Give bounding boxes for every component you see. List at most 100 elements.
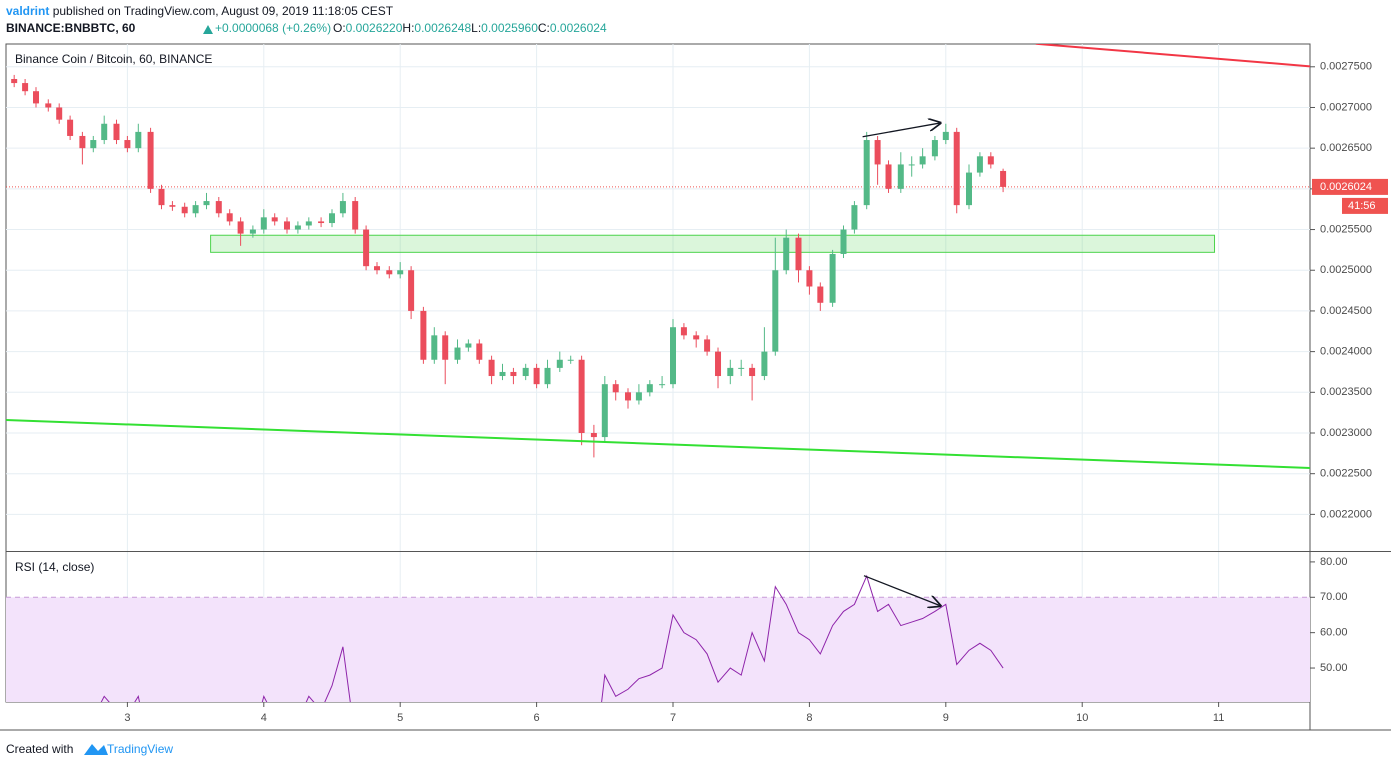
- ohlc-label: L:: [471, 21, 481, 35]
- candle-body: [215, 201, 222, 214]
- candle-body: [840, 229, 847, 254]
- candle-body: [135, 131, 142, 149]
- up-icon: [203, 25, 213, 34]
- candle-body: [567, 359, 574, 361]
- ohlc-value: 0.0026248: [414, 21, 471, 35]
- trendline: [1035, 44, 1310, 68]
- candle-body: [305, 221, 312, 226]
- ohlc-value: 0.0025960: [481, 21, 538, 35]
- candle-body: [942, 131, 949, 141]
- candle-body: [533, 367, 540, 385]
- candle-body: [885, 164, 892, 189]
- candle-body: [829, 253, 836, 303]
- author: valdrint: [6, 4, 49, 18]
- published: published on TradingView.com, August 09,…: [53, 4, 394, 18]
- y-tick-label: 0.0023000: [1320, 427, 1372, 439]
- candle-body: [90, 140, 97, 149]
- trendline: [6, 418, 1310, 469]
- footer-text: Created with: [6, 742, 73, 756]
- candle-body: [45, 103, 52, 108]
- candle-body: [124, 140, 131, 149]
- candle-body: [181, 206, 188, 214]
- candle-body: [431, 335, 438, 360]
- candle-body: [680, 327, 687, 336]
- candle-body: [953, 131, 960, 206]
- candle-body: [442, 335, 449, 360]
- ohlc-label: O:: [333, 21, 346, 35]
- candle-body: [1000, 170, 1007, 187]
- candle-body: [795, 237, 802, 271]
- candle-body: [761, 351, 768, 377]
- x-tick-label: 9: [943, 712, 949, 724]
- candle-body: [578, 359, 585, 433]
- candle-body: [283, 221, 290, 230]
- candle-body: [624, 392, 631, 401]
- candle-body: [329, 213, 335, 224]
- ohlc-label: C:: [538, 21, 550, 35]
- candle-body: [271, 217, 278, 222]
- candle-body: [226, 213, 233, 222]
- candle-body: [556, 359, 563, 368]
- candle-body: [420, 310, 427, 360]
- candle-body: [499, 371, 506, 377]
- y-tick-label: 0.0024000: [1320, 346, 1372, 358]
- y-tick-label: 0.0022000: [1320, 508, 1372, 520]
- candle-body: [863, 140, 870, 206]
- candle-body: [646, 384, 653, 393]
- candle-body: [101, 123, 108, 141]
- rsi-band: [6, 597, 1310, 702]
- y-tick-label: 0.0026500: [1320, 142, 1372, 154]
- x-tick-label: 10: [1076, 712, 1088, 724]
- candle-body: [169, 205, 176, 207]
- x-tick-label: 6: [534, 712, 540, 724]
- candle-body: [772, 270, 779, 352]
- candle-body: [454, 347, 461, 360]
- y-tick-label: 0.0025500: [1320, 223, 1372, 235]
- support-zone: [210, 234, 1216, 253]
- candle-body: [976, 156, 983, 173]
- rsi-line: [100, 574, 1004, 702]
- countdown: 41:56: [1348, 200, 1376, 212]
- last-price-box: [1312, 178, 1388, 195]
- candle-body: [203, 201, 210, 206]
- candle-body: [318, 221, 325, 224]
- x-tick-label: 3: [124, 712, 130, 724]
- arrow: [863, 575, 940, 606]
- candle-body: [908, 164, 915, 166]
- candle-body: [659, 384, 666, 386]
- header-ohlc: O:0.0026220H:0.0026248L:0.0025960C:0.002…: [333, 21, 607, 35]
- candle-body: [919, 156, 926, 165]
- rsi-pane-title: RSI (14, close): [15, 560, 94, 574]
- candle-body: [294, 225, 301, 230]
- arrow: [862, 123, 941, 138]
- x-tick-label: 11: [1213, 712, 1224, 724]
- candle-body: [635, 392, 642, 401]
- candle-body: [897, 164, 904, 189]
- candle-body: [851, 205, 858, 230]
- candle-body: [987, 156, 994, 165]
- candle-body: [601, 384, 608, 438]
- x-tick-label: 8: [806, 712, 812, 724]
- ohlc-label: H:: [402, 21, 414, 35]
- header-symbol: BINANCE:BNBBTC, 60: [6, 21, 136, 35]
- candle-body: [670, 327, 677, 385]
- candle-body: [488, 359, 495, 377]
- x-tick-label: 4: [261, 712, 267, 724]
- candle-body: [510, 371, 517, 377]
- footer-brand: TradingView: [107, 742, 173, 756]
- candle-body: [79, 135, 86, 149]
- candle-body: [931, 140, 938, 157]
- y-tick-label: 0.0025000: [1320, 264, 1372, 276]
- candle-body: [704, 339, 711, 352]
- candle-body: [612, 384, 619, 393]
- countdown-box: [1342, 197, 1388, 214]
- candle-body: [715, 351, 722, 377]
- header-line: valdrint published on TradingView.com, A…: [6, 4, 394, 18]
- ohlc-value: 0.0026220: [346, 21, 403, 35]
- candle-body: [397, 270, 404, 275]
- candle-body: [738, 367, 745, 369]
- candle-body: [67, 119, 74, 136]
- y-tick-label: 0.0024500: [1320, 305, 1372, 317]
- candle-body: [783, 237, 790, 271]
